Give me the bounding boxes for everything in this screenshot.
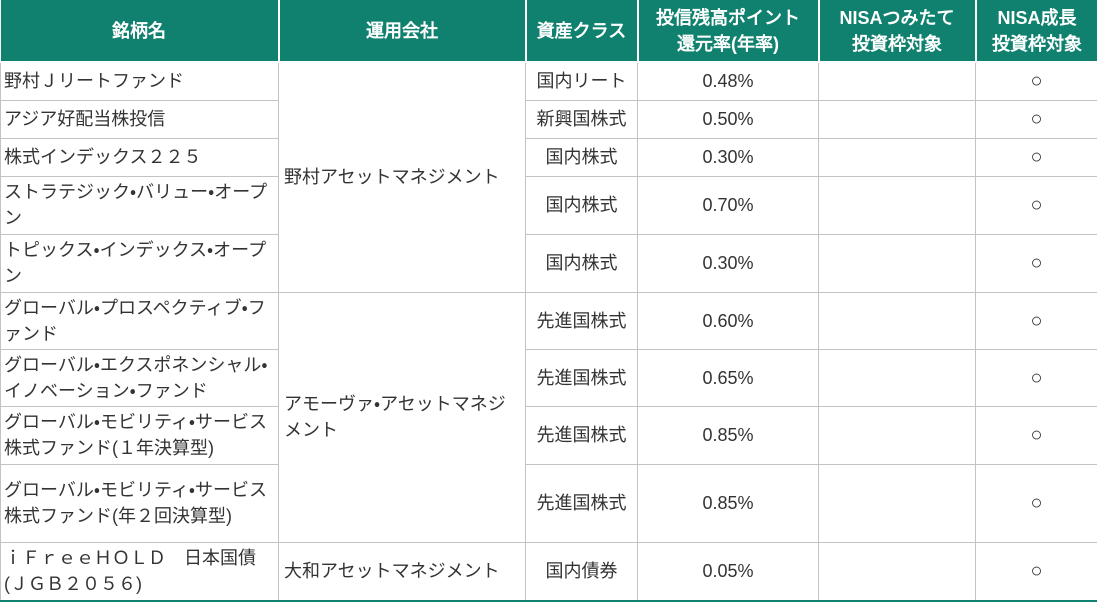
col-header-fund-name-label: 銘柄名	[112, 20, 166, 41]
asset-class-cell: 国内リート	[525, 61, 638, 101]
fund-name-cell: ｉＦｒｅｅＨＯＬＤ 日本国債(ＪＧＢ２０５６)	[0, 541, 279, 602]
asset-class-cell: 先進国株式	[525, 348, 638, 407]
rate-cell: 0.70%	[637, 175, 819, 235]
fund-name-cell: ストラテジック・バリュー・オープン	[0, 175, 279, 235]
table-row: グローバル・エクスポネンシャル・イノベーション・ファンド 先進国株式 0.65%…	[0, 348, 1097, 407]
col-header-nisa-growth-line2: 投資枠対象	[992, 33, 1082, 54]
asset-class-cell: 国内債券	[525, 541, 638, 602]
table-row: アジア好配当株投信 新興国株式 0.50% ○	[0, 99, 1097, 139]
nisa-growth-cell: ○	[975, 348, 1097, 407]
fund-name-cell: アジア好配当株投信	[0, 99, 279, 139]
fund-name-cell: グローバル・エクスポネンシャル・イノベーション・ファンド	[0, 348, 279, 407]
rate-cell: 0.85%	[637, 405, 819, 465]
col-header-company: 運用会社	[277, 0, 526, 63]
table-row: グローバル・モビリティ・サービス株式ファンド(１年決算型) 先進国株式 0.85…	[0, 405, 1097, 465]
col-header-point-rate-line2: 還元率(年率)	[677, 33, 779, 54]
nisa-tsumitate-cell	[818, 175, 976, 235]
asset-class-cell: 先進国株式	[525, 291, 638, 350]
asset-class-cell: 先進国株式	[525, 463, 638, 543]
table-header-row: 銘柄名 運用会社 資産クラス 投信残高ポイント 還元率(年率) NISAつみたて…	[0, 0, 1097, 63]
asset-class-cell: 国内株式	[525, 233, 638, 293]
rate-cell: 0.50%	[637, 99, 819, 139]
nisa-tsumitate-cell	[818, 405, 976, 465]
fund-name-cell: 株式インデックス２２５	[0, 137, 279, 177]
table-row: 株式インデックス２２５ 国内株式 0.30% ○	[0, 137, 1097, 177]
nisa-tsumitate-cell	[818, 233, 976, 293]
fund-name-cell: グローバル・プロスペクティブ・ファンド	[0, 291, 279, 350]
nisa-growth-cell: ○	[975, 61, 1097, 101]
nisa-growth-cell: ○	[975, 137, 1097, 177]
nisa-growth-cell: ○	[975, 541, 1097, 602]
asset-class-cell: 先進国株式	[525, 405, 638, 465]
rate-cell: 0.30%	[637, 233, 819, 293]
fund-name-cell: グローバル・モビリティ・サービス株式ファンド(１年決算型)	[0, 405, 279, 465]
col-header-nisa-tsumitate: NISAつみたて 投資枠対象	[817, 0, 976, 63]
nisa-growth-cell: ○	[975, 99, 1097, 139]
nisa-growth-cell: ○	[975, 175, 1097, 235]
rate-cell: 0.05%	[637, 541, 819, 602]
nisa-tsumitate-cell	[818, 137, 976, 177]
company-cell: 大和アセットマネジメント	[278, 541, 526, 602]
nisa-tsumitate-cell	[818, 348, 976, 407]
table-row: ストラテジック・バリュー・オープン 国内株式 0.70% ○	[0, 175, 1097, 235]
company-cell: アモーヴァ・アセットマネジメント	[278, 291, 526, 543]
col-header-nisa-growth-line1: NISA成長	[997, 7, 1077, 28]
table-row: ｉＦｒｅｅＨＯＬＤ 日本国債(ＪＧＢ２０５６) 大和アセットマネジメント 国内債…	[0, 541, 1097, 602]
col-header-point-rate-line1: 投信残高ポイント	[656, 7, 800, 28]
company-cell: 野村アセットマネジメント	[278, 61, 526, 293]
nisa-growth-cell: ○	[975, 405, 1097, 465]
rate-cell: 0.30%	[637, 137, 819, 177]
fund-name-cell: トピックス・インデックス・オープン	[0, 233, 279, 293]
rate-cell: 0.48%	[637, 61, 819, 101]
table-row: グローバル・プロスペクティブ・ファンド アモーヴァ・アセットマネジメント 先進国…	[0, 291, 1097, 543]
col-header-asset-class: 資産クラス	[524, 0, 638, 63]
nisa-tsumitate-cell	[818, 61, 976, 101]
rate-cell: 0.60%	[637, 291, 819, 350]
table-row: グローバル・モビリティ・サービス株式ファンド(年２回決算型) 先進国株式 0.8…	[0, 463, 1097, 543]
rate-cell: 0.85%	[637, 463, 819, 543]
col-header-point-rate: 投信残高ポイント 還元率(年率)	[636, 0, 819, 63]
fund-name-cell: 野村Ｊリートファンド	[0, 61, 279, 101]
col-header-nisa-tsumitate-line2: 投資枠対象	[852, 33, 942, 54]
nisa-growth-cell: ○	[975, 233, 1097, 293]
col-header-asset-class-label: 資産クラス	[536, 20, 627, 41]
col-header-nisa-growth: NISA成長 投資枠対象	[974, 0, 1097, 63]
col-header-fund-name: 銘柄名	[0, 0, 279, 63]
asset-class-cell: 新興国株式	[525, 99, 638, 139]
nisa-tsumitate-cell	[818, 463, 976, 543]
asset-class-cell: 国内株式	[525, 137, 638, 177]
col-header-company-label: 運用会社	[366, 20, 438, 41]
col-header-nisa-tsumitate-line1: NISAつみたて	[839, 7, 955, 28]
nisa-growth-cell: ○	[975, 463, 1097, 543]
nisa-tsumitate-cell	[818, 99, 976, 139]
rate-cell: 0.65%	[637, 348, 819, 407]
asset-class-cell: 国内株式	[525, 175, 638, 235]
nisa-tsumitate-cell	[818, 541, 976, 602]
nisa-growth-cell: ○	[975, 291, 1097, 350]
table-row: 野村Ｊリートファンド 野村アセットマネジメント 国内リート 0.48% ○	[0, 61, 1097, 293]
fund-name-cell: グローバル・モビリティ・サービス株式ファンド(年２回決算型)	[0, 463, 279, 543]
nisa-tsumitate-cell	[818, 291, 976, 350]
table-row: トピックス・インデックス・オープン 国内株式 0.30% ○	[0, 233, 1097, 293]
